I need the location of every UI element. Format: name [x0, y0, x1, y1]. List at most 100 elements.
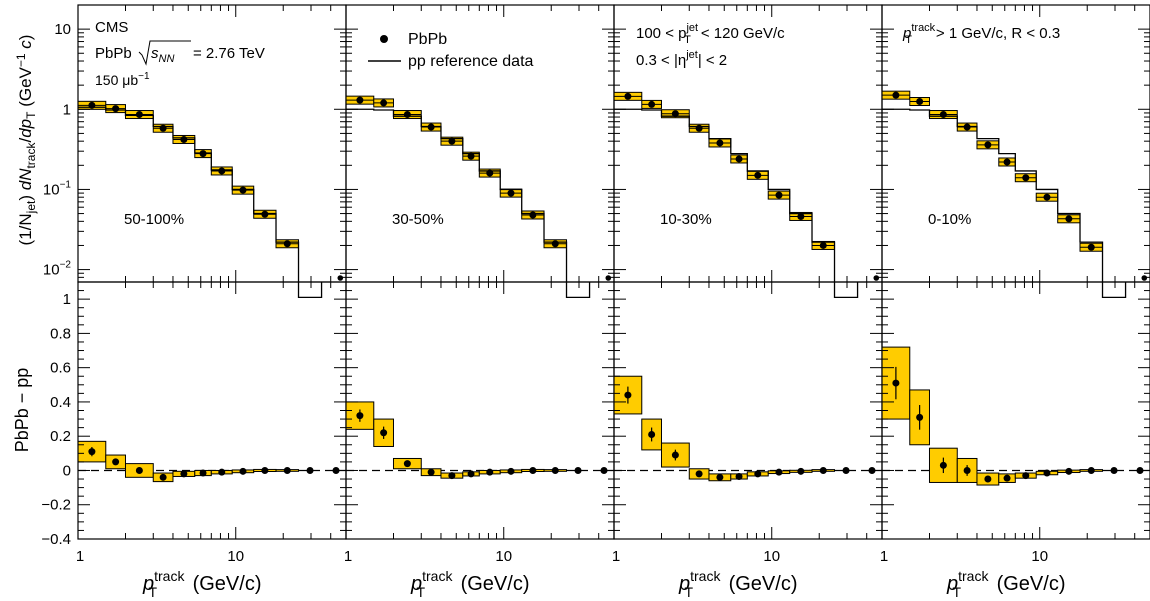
- diff-point: [819, 466, 827, 474]
- pbpb-point-top: [159, 124, 167, 132]
- legend-pbpb-marker: [380, 35, 388, 43]
- pbpb-point-top-edge: [605, 275, 612, 281]
- diff-point: [797, 467, 805, 475]
- pbpb-point-top: [671, 110, 679, 118]
- pbpb-point-top: [819, 241, 827, 249]
- pbpb-point-top: [754, 171, 762, 179]
- x-tick-label: 10: [1031, 548, 1048, 565]
- panel-2: 30-50% 1 10: [344, 4, 615, 565]
- y-tick-label-bottom: 0.6: [50, 360, 71, 377]
- pbpb-point-top: [180, 135, 188, 143]
- y-tick-label-top: 10−1: [43, 179, 72, 198]
- pp-reference-line: [346, 108, 591, 299]
- diff-point: [356, 412, 364, 420]
- diff-point: [1022, 472, 1030, 480]
- diff-point: [403, 460, 411, 468]
- y-tick-label-bottom: −0.4: [41, 531, 71, 548]
- diff-point: [574, 466, 582, 474]
- pbpb-point-top: [403, 111, 411, 119]
- diff-point: [775, 468, 783, 476]
- pbpb-point-top: [218, 167, 226, 175]
- diff-point: [467, 470, 475, 478]
- pbpb-point-top: [112, 105, 120, 113]
- legend: PbPb pp reference data: [368, 31, 534, 70]
- centrality-label: 30-50%: [392, 211, 444, 228]
- diff-point: [1110, 466, 1118, 474]
- diff-point: [842, 466, 850, 474]
- bottom-panel-frame: [613, 281, 883, 540]
- diff-point: [261, 466, 269, 474]
- x-axis-label: ptrack T (GeV/c): [678, 568, 797, 600]
- y-tick-label-bottom: 1: [63, 291, 71, 308]
- x-axis-label: ptrack T (GeV/c): [410, 568, 529, 600]
- diff-point: [218, 468, 226, 476]
- x-tick-label: 1: [344, 548, 352, 565]
- luminosity-label: 150 μb−1: [95, 71, 150, 88]
- x-tick-label: 1: [880, 548, 888, 565]
- pbpb-point-top: [916, 98, 924, 106]
- pbpb-point-top: [1087, 243, 1095, 251]
- centrality-label: 10-30%: [660, 211, 712, 228]
- bottom-y-axis-label: PbPb − pp: [12, 368, 32, 453]
- svg-text:0.3 < |ηjet| < 2: 0.3 < |ηjet| < 2: [636, 49, 727, 69]
- x-tick-label: 10: [227, 548, 244, 565]
- diff-point: [486, 468, 494, 476]
- pbpb-point-top: [356, 96, 364, 104]
- diff-point: [1043, 469, 1051, 477]
- x-tick-label: 1: [612, 548, 620, 565]
- x-axis-labels: ptrack T (GeV/c) ptrack T (GeV/c) ptrack T (G…: [142, 568, 1065, 600]
- x-tick-label: 10: [495, 548, 512, 565]
- y-tick-label-bottom: 0.4: [50, 394, 71, 411]
- centrality-label: 50-100%: [124, 211, 184, 228]
- pbpb-point-top: [507, 189, 515, 197]
- diff-point: [1065, 467, 1073, 475]
- diff-point: [671, 451, 679, 459]
- centrality-label: 0-10%: [928, 211, 971, 228]
- pbpb-point-top: [551, 240, 559, 248]
- bottom-panel-frame: [345, 281, 615, 540]
- svg-text:= 2.76 TeV: = 2.76 TeV: [193, 45, 265, 62]
- pbpb-point-top: [648, 100, 656, 108]
- diff-point: [112, 458, 120, 466]
- diff-point: [1003, 474, 1011, 482]
- diff-point: [916, 413, 924, 421]
- diff-point: [695, 470, 703, 478]
- panel-4: 0-10% 1 10: [880, 4, 1150, 565]
- pp-reference-line: [78, 106, 323, 299]
- y-tick-label-top: 1: [63, 101, 71, 118]
- svg-text:sNN: sNN: [151, 45, 174, 65]
- pbpb-point-top: [716, 139, 724, 147]
- diff-point: [648, 430, 656, 438]
- pbpb-point-top: [529, 211, 537, 219]
- pbpb-point-top: [380, 99, 388, 107]
- diff-point: [306, 466, 314, 474]
- pbpb-point-top: [1022, 174, 1030, 182]
- legend-pp-label: pp reference data: [408, 53, 534, 70]
- svg-text:150 μb−1: 150 μb−1: [95, 71, 150, 88]
- pp-reference-line: [614, 108, 859, 299]
- diff-point: [984, 475, 992, 483]
- y-tick-label-bottom: 0: [63, 462, 71, 479]
- pbpb-point-top: [695, 124, 703, 132]
- diff-point: [624, 391, 632, 399]
- pbpb-point-top: [283, 240, 291, 248]
- y-tick-label-bottom: −0.2: [41, 497, 71, 514]
- diff-point: [754, 470, 762, 478]
- y-tick-label-top: 10−2: [43, 260, 72, 279]
- pbpb-point-top: [939, 111, 947, 119]
- pbpb-point-top: [135, 111, 143, 119]
- pbpb-point-top: [624, 92, 632, 100]
- diff-point: [892, 379, 900, 387]
- diff-point: [735, 472, 743, 480]
- pbpb-point-top-edge: [337, 275, 344, 281]
- diff-point: [963, 466, 971, 474]
- pbpb-point-top: [1043, 193, 1051, 201]
- collision-system-label: PbPb sNN = 2.76 TeV: [95, 40, 265, 66]
- y-tick-label-bottom: 0.2: [50, 428, 71, 445]
- pbpb-point-top-edge: [873, 275, 880, 281]
- diff-point: [380, 429, 388, 437]
